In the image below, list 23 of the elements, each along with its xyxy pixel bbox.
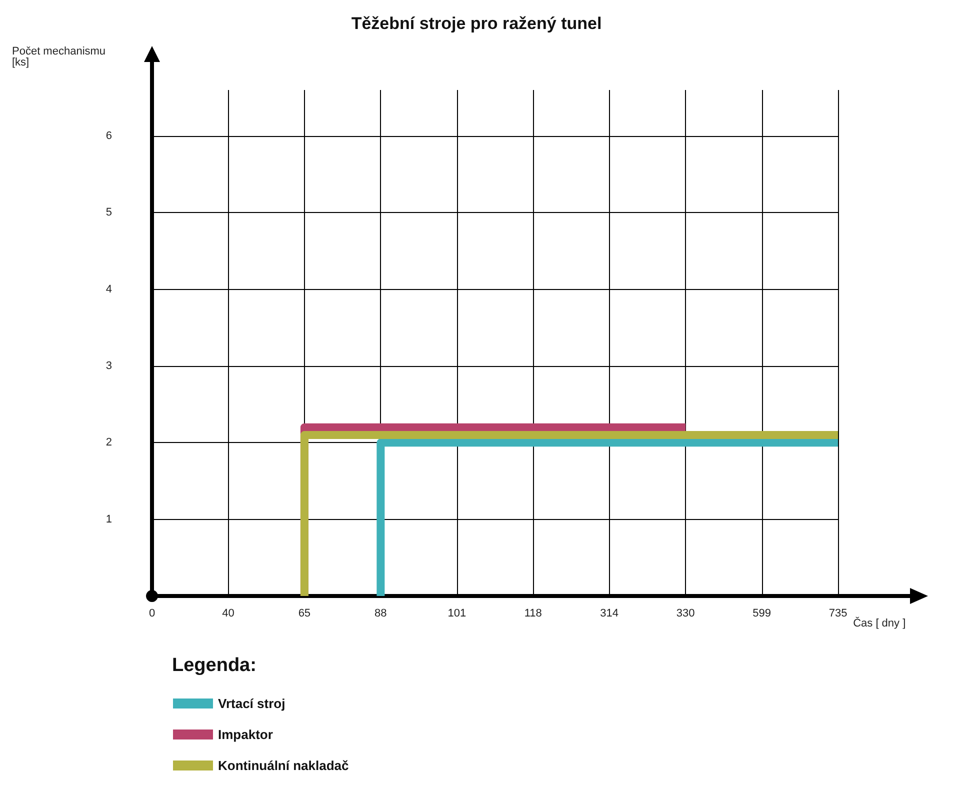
y-tick-label: 3 bbox=[106, 360, 112, 372]
legend-label: Kontinuální nakladač bbox=[218, 758, 349, 773]
x-tick-label: 599 bbox=[752, 608, 771, 620]
x-axis-title: Čas [ dny ] bbox=[853, 616, 906, 630]
x-tick-label: 40 bbox=[222, 608, 234, 620]
x-tick-label: 314 bbox=[600, 608, 619, 620]
y-tick-label: 4 bbox=[106, 283, 112, 296]
chart-title: Těžební stroje pro ražený tunel bbox=[351, 14, 602, 33]
x-tick-label: 88 bbox=[374, 608, 387, 620]
x-tick-label: 65 bbox=[298, 608, 311, 620]
y-tick-label: 5 bbox=[106, 206, 112, 219]
legend-title: Legenda: bbox=[172, 655, 256, 676]
legend-label: Impaktor bbox=[218, 727, 273, 742]
x-tick-label: 118 bbox=[524, 608, 542, 620]
y-tick-label: 6 bbox=[106, 130, 112, 142]
legend-label: Vrtací stroj bbox=[218, 696, 286, 711]
x-tick-label: 0 bbox=[148, 608, 156, 620]
x-tick-label: 101 bbox=[448, 608, 466, 620]
x-tick-label: 735 bbox=[828, 608, 848, 620]
y-tick-label: 1 bbox=[106, 513, 112, 526]
y-axis-title: Počet mechanismu [ks] bbox=[12, 46, 106, 68]
x-tick-label: 330 bbox=[676, 608, 695, 620]
y-tick-label: 2 bbox=[106, 436, 112, 449]
